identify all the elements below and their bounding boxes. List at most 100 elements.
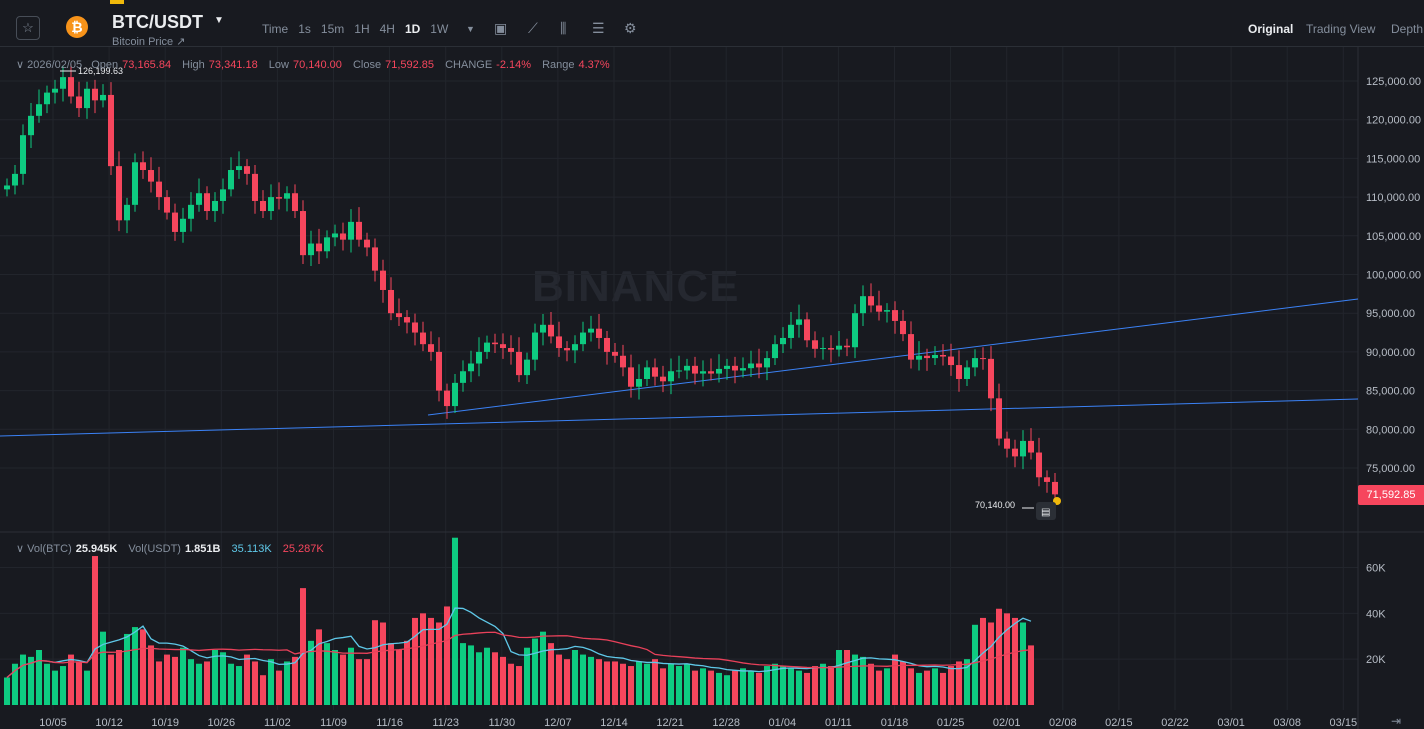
interval-15m[interactable]: 15m: [320, 22, 345, 36]
time-tick-label: 01/25: [937, 717, 965, 729]
chart-grid: [0, 47, 1358, 710]
settings-sliders-icon[interactable]: ☰: [592, 20, 605, 36]
volume-bar: [844, 650, 850, 705]
chevron-down-icon[interactable]: ▼: [214, 15, 224, 26]
volume-bar: [780, 666, 786, 705]
volume-bar: [356, 659, 362, 705]
candle: [396, 313, 402, 318]
candle: [740, 368, 746, 371]
volume-bar: [116, 650, 122, 705]
interval-1s[interactable]: 1s: [298, 22, 311, 36]
candle: [4, 185, 10, 190]
volume-bar: [468, 645, 474, 705]
candle: [92, 88, 98, 101]
interval-4h[interactable]: 4H: [379, 22, 395, 36]
more-intervals-icon[interactable]: ▼: [466, 24, 475, 34]
volume-bar: [108, 654, 114, 705]
volume-bar: [244, 654, 250, 705]
volume-bar: [428, 617, 434, 705]
candle: [140, 162, 146, 171]
interval-1h[interactable]: 1H: [354, 22, 370, 36]
collapse-icon[interactable]: ∨: [16, 59, 28, 71]
candle: [1012, 448, 1018, 457]
candle: [996, 398, 1002, 439]
candle: [580, 332, 586, 345]
volume-bar: [140, 629, 146, 705]
candle-type-icon[interactable]: ⫼: [560, 20, 567, 36]
candle: [1004, 438, 1010, 449]
volume-bar: [4, 677, 10, 705]
volume-bar: [492, 652, 498, 705]
candle: [204, 193, 210, 212]
view-trading-view[interactable]: Trading View: [1306, 22, 1376, 36]
volume-bar: [540, 631, 546, 705]
candle: [364, 239, 370, 248]
view-original[interactable]: Original: [1248, 22, 1294, 36]
candles: [4, 64, 1058, 508]
volume-bar: [676, 666, 682, 705]
volume-bar: [148, 645, 154, 705]
volume-bar: [1012, 617, 1018, 705]
price-tick-label: 95,000.00: [1366, 308, 1415, 320]
volume-bar: [220, 652, 226, 705]
indicators-icon[interactable]: ▣: [494, 20, 508, 36]
price-chart[interactable]: 125,000.00 120,000.00 115,000.00 110,000.00…: [0, 47, 1424, 729]
gear-icon[interactable]: ⚙: [624, 20, 637, 36]
volume-bar: [436, 622, 442, 705]
candle: [988, 358, 994, 399]
volume-bar: [276, 670, 282, 705]
star-icon[interactable]: ☆: [16, 16, 40, 40]
volume-bar: [12, 663, 18, 705]
interval-1d[interactable]: 1D: [404, 22, 421, 36]
candle: [388, 289, 394, 314]
low-label: Low: [268, 59, 289, 71]
volume-bar: [892, 654, 898, 705]
candle: [260, 200, 266, 212]
volume-bar: [684, 663, 690, 705]
change-label: CHANGE: [445, 59, 493, 71]
volume-bar: [620, 663, 626, 705]
time-tick-label: 12/28: [712, 717, 740, 729]
candle: [284, 193, 290, 199]
interval-time[interactable]: Time: [262, 22, 289, 36]
candle: [452, 382, 458, 407]
volume-tick-label: 60K: [1366, 563, 1386, 575]
candle: [156, 181, 162, 198]
candle: [76, 96, 82, 109]
volume-bar: [396, 650, 402, 705]
volume-bar: [628, 666, 634, 705]
volume-tick-label: 40K: [1366, 608, 1386, 620]
candle: [60, 77, 66, 89]
collapse-volume-icon[interactable]: ∨: [16, 543, 28, 555]
pair-title[interactable]: BTC/USDT: [112, 12, 203, 32]
candle: [604, 337, 610, 352]
interval-1w[interactable]: 1W: [430, 22, 449, 36]
candle: [532, 332, 538, 360]
active-tab-indicator: [110, 0, 124, 4]
candle: [764, 358, 770, 368]
volume-bar: [924, 670, 930, 705]
pair-subtitle-link[interactable]: Bitcoin Price ↗: [112, 36, 186, 48]
candle: [804, 319, 810, 341]
volume-bar: [260, 675, 266, 705]
volume-bar: [900, 661, 906, 705]
candle: [932, 354, 938, 359]
volume-bar: [564, 659, 570, 705]
current-price-tag: 71,592.85: [1358, 485, 1424, 505]
time-tick-label: 12/21: [656, 717, 684, 729]
time-tick-label: 03/15: [1330, 717, 1358, 729]
high-marker: 126,199.63: [78, 66, 123, 76]
top-accent-bar: [0, 0, 1424, 6]
volume-bar: [364, 659, 370, 705]
time-tick-label: 02/01: [993, 717, 1021, 729]
time-tick-label: 02/22: [1161, 717, 1189, 729]
candle: [780, 337, 786, 345]
candle: [972, 358, 978, 368]
view-depth[interactable]: Depth: [1391, 22, 1424, 36]
line-chart-icon[interactable]: ⟋: [528, 20, 538, 36]
volume-bar: [916, 672, 922, 705]
volume-bar: [596, 659, 602, 705]
candle: [444, 390, 450, 407]
time-tick-label: 02/08: [1049, 717, 1077, 729]
volume-bar: [156, 661, 162, 705]
